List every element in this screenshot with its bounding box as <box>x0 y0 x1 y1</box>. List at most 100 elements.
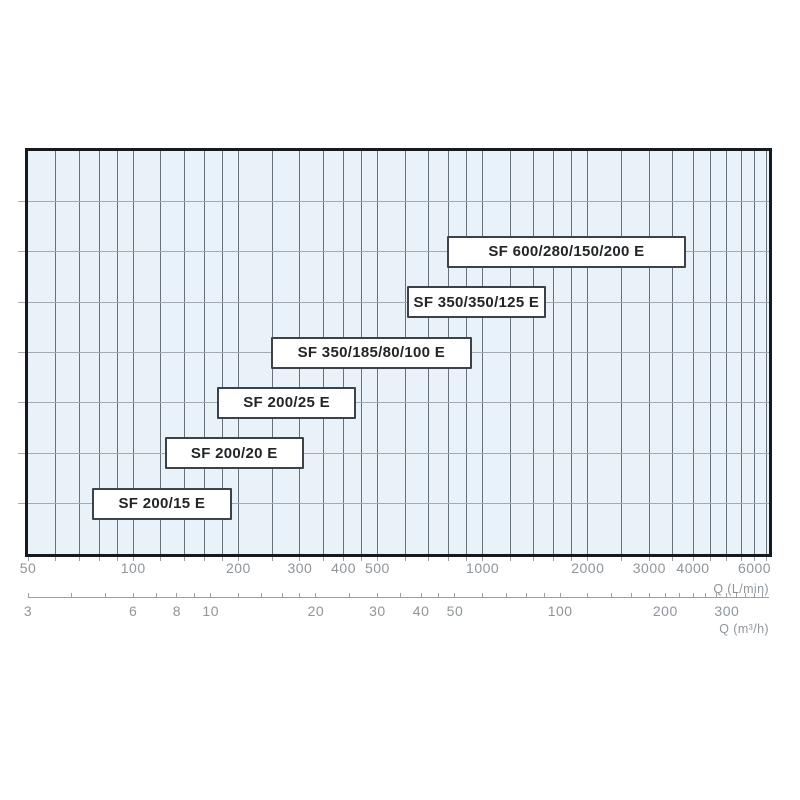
axis-tick-label: 20 <box>307 603 325 619</box>
axis-tick-label: 6 <box>129 603 138 619</box>
model-range-box: SF 200/25 E <box>217 386 356 419</box>
axis-tick-label: 10 <box>202 603 219 619</box>
secondary-axis-tick <box>754 593 756 597</box>
secondary-axis-tick <box>762 593 764 597</box>
axis-tick-label: 300 <box>714 603 740 619</box>
secondary-axis-tick <box>610 593 612 597</box>
axis-tick <box>183 557 185 561</box>
axis-tick <box>648 557 650 561</box>
axis-tick <box>55 557 57 561</box>
secondary-axis-tick <box>482 593 484 597</box>
axis-tick <box>160 557 162 561</box>
axis-tick <box>237 557 239 561</box>
axis-tick-label: 200 <box>652 603 678 619</box>
secondary-axis-tick <box>630 593 632 597</box>
axis-tick-label: 300 <box>287 560 313 576</box>
secondary-axis-tick <box>376 593 378 597</box>
axis-tick <box>509 557 511 561</box>
model-range-box: SF 350/185/80/100 E <box>271 336 472 369</box>
secondary-axis-tick <box>281 593 283 597</box>
axis-tick <box>448 557 450 561</box>
secondary-axis-tick <box>315 593 317 597</box>
secondary-axis-tick <box>132 593 134 597</box>
axis-tick-label: 8 <box>172 603 181 619</box>
axis-tick-label: 100 <box>547 603 573 619</box>
axis-tick <box>692 557 694 561</box>
horizontal-gridline-tick <box>18 200 25 202</box>
secondary-axis-tick <box>587 593 589 597</box>
horizontal-gridline-tick <box>18 503 25 505</box>
secondary-axis-tick <box>400 593 402 597</box>
horizontal-gridline-tick <box>18 402 25 404</box>
secondary-axis-tick <box>736 593 738 597</box>
horizontal-gridline-tick <box>18 301 25 303</box>
secondary-axis-tick <box>525 593 527 597</box>
secondary-axis-tick <box>715 593 717 597</box>
secondary-axis-tick <box>105 593 107 597</box>
horizontal-gridline-tick <box>18 452 25 454</box>
axis-tick <box>754 557 756 561</box>
secondary-axis-tick <box>420 593 422 597</box>
horizontal-gridline <box>28 200 769 202</box>
axis-tick <box>322 557 324 561</box>
model-range-box: SF 350/350/125 E <box>406 286 547 319</box>
horizontal-gridline <box>28 251 769 253</box>
axis-tick-label: 4000 <box>676 560 710 576</box>
axis-tick <box>587 557 589 561</box>
axis-tick-label: 3000 <box>632 560 666 576</box>
axis-tick-label: 50 <box>19 560 37 576</box>
axis-tick <box>482 557 484 561</box>
axis-tick <box>98 557 100 561</box>
secondary-axis-tick <box>438 593 440 597</box>
secondary-axis-tick <box>679 593 681 597</box>
axis-tick <box>343 557 345 561</box>
axis-tick-label: 40 <box>412 603 430 619</box>
horizontal-gridline <box>28 452 769 454</box>
secondary-axis-tick <box>559 593 561 597</box>
axis-tick <box>621 557 623 561</box>
axis-tick <box>132 557 134 561</box>
horizontal-gridline <box>28 301 769 303</box>
secondary-axis-tick <box>505 593 507 597</box>
secondary-axis-tick <box>176 593 178 597</box>
model-range-box: SF 200/20 E <box>164 437 304 470</box>
secondary-axis-tick <box>27 593 29 597</box>
secondary-axis-line <box>28 597 769 598</box>
horizontal-gridline <box>28 402 769 404</box>
axis-tick <box>766 557 768 561</box>
horizontal-gridline-tick <box>18 352 25 353</box>
axis-tick <box>740 557 742 561</box>
secondary-axis-tick <box>349 593 351 597</box>
axis-tick-label: 2000 <box>571 560 605 576</box>
axis-tick <box>427 557 429 561</box>
axis-tick-label: 100 <box>120 560 146 576</box>
secondary-axis-tick <box>237 593 239 597</box>
axis-tick <box>553 557 555 561</box>
axis-tick-label: 30 <box>369 603 386 619</box>
axis-tick-label: 3 <box>23 603 33 619</box>
secondary-axis-tick <box>210 593 212 597</box>
axis-tick <box>726 557 728 561</box>
axis-tick <box>221 557 223 561</box>
axis-tick-label: 50 <box>446 603 464 619</box>
secondary-axis-tick <box>745 593 747 597</box>
secondary-axis-tick <box>299 593 301 597</box>
secondary-axis-tick <box>704 593 706 597</box>
axis-tick-label: 200 <box>225 560 251 576</box>
axis-tick-label: 6000 <box>737 560 772 576</box>
secondary-axis-tick <box>454 593 456 597</box>
chart-plot-area: SF 600/280/150/200 E SF 350/350/125 E SF 3… <box>18 148 772 561</box>
secondary-axis-tick <box>648 593 650 597</box>
axis-tick <box>571 557 573 561</box>
secondary-axis-tick <box>156 593 158 597</box>
secondary-axis-tick <box>543 593 545 597</box>
axis-tick <box>271 557 273 561</box>
secondary-axis-tick <box>71 593 73 597</box>
horizontal-gridline <box>28 503 769 505</box>
axis-tick <box>376 557 378 561</box>
axis-tick <box>204 557 206 561</box>
axis-tick <box>27 557 29 561</box>
axis-tick-label: 500 <box>364 560 390 576</box>
axis-tick <box>360 557 362 561</box>
